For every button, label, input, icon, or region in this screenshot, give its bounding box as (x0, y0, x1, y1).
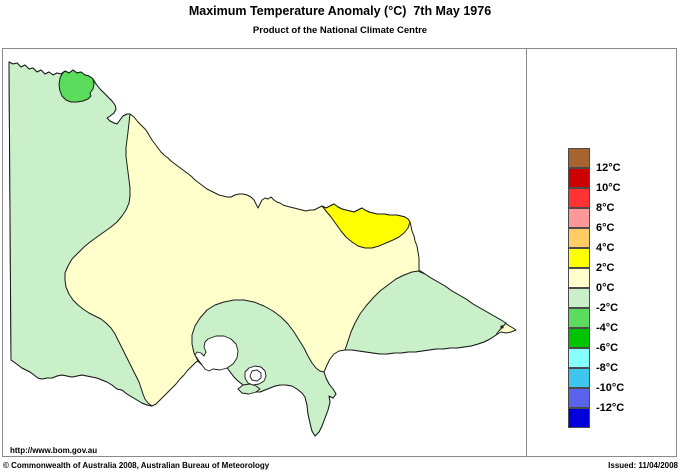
legend-boundary-label: 12°C (596, 162, 621, 174)
east-tip-marker (500, 325, 504, 329)
legend-boundary-label: 2°C (596, 262, 615, 274)
legend-swatch (568, 188, 590, 208)
legend-swatch (568, 208, 590, 228)
legend-boundary-label: -10°C (596, 382, 625, 394)
legend-boundary-label: -6°C (596, 342, 619, 354)
copyright-label: © Commonwealth of Australia 2008, Austra… (3, 461, 270, 470)
legend-swatch (568, 288, 590, 308)
issued-label: Issued: 11/04/2008 (608, 461, 678, 470)
legend-swatch (568, 328, 590, 348)
legend-boundary-label: 6°C (596, 222, 615, 234)
legend-swatch (568, 368, 590, 388)
legend-boundary-label: 8°C (596, 202, 615, 214)
region-northeast-2to4 (321, 203, 411, 249)
legend-swatch (568, 348, 590, 368)
legend-swatch (568, 408, 590, 428)
port-phillip-bay (194, 335, 239, 372)
legend-boundary-label: -4°C (596, 322, 619, 334)
legend-boundary-label: 0°C (596, 282, 615, 294)
legend-swatch (568, 388, 590, 408)
region-east-gippsland-neg2to0 (344, 270, 507, 355)
legend-swatch-column (568, 148, 590, 428)
map-legend-divider (526, 48, 527, 457)
phillip-island (237, 383, 261, 395)
legend-swatch (568, 268, 590, 288)
legend-boundary-label: -8°C (596, 362, 619, 374)
legend-swatch (568, 168, 590, 188)
victoria-map (8, 61, 517, 437)
legend-swatch (568, 308, 590, 328)
region-northwest-neg4toneg2 (58, 69, 95, 103)
legend-boundary-label: 10°C (596, 182, 621, 194)
region-central-south-neg2to0 (191, 299, 337, 437)
legend-swatch (568, 248, 590, 268)
legend-swatch (568, 228, 590, 248)
bom-url-label: http://www.bom.gov.au (10, 446, 98, 455)
french-island (249, 369, 262, 382)
legend-boundary-label: -2°C (596, 302, 619, 314)
page-subtitle: Product of the National Climate Centre (252, 25, 428, 36)
legend-boundary-label: -12°C (596, 402, 625, 414)
page-title: Maximum Temperature Anomaly (°C) 7th May… (188, 4, 492, 18)
legend-swatch (568, 148, 590, 168)
legend-boundary-label: 4°C (596, 242, 615, 254)
